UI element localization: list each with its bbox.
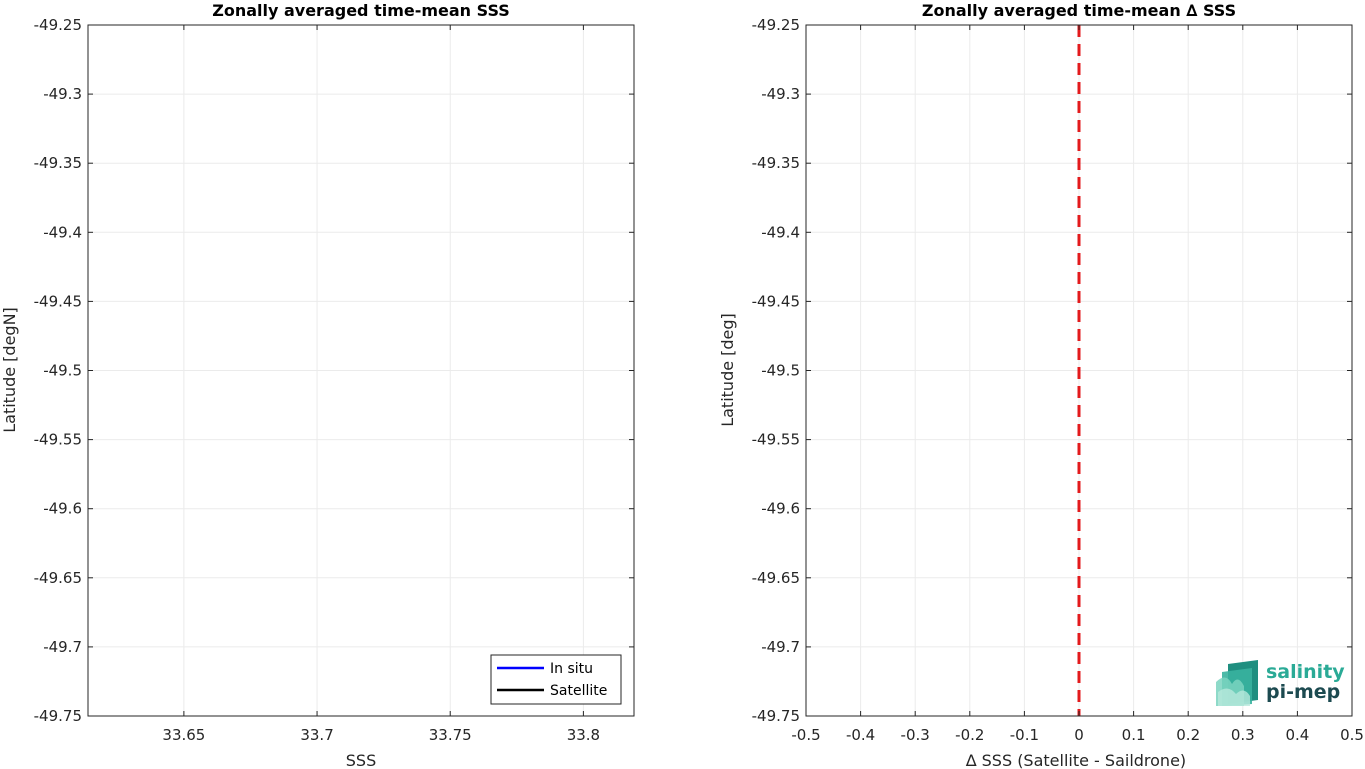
sss-y-ticks: -49.25 -49.3 -49.35 -49.4 -49.45 -49.5 -49.55 -…	[34, 16, 634, 725]
y-tick-label: -49.6	[761, 500, 800, 518]
x-tick-label: 33.7	[300, 726, 333, 744]
y-tick-label: -49.5	[761, 362, 800, 380]
x-tick-label: -0.1	[1010, 726, 1039, 744]
y-tick-label: -49.35	[34, 154, 82, 172]
y-tick-label: -49.4	[761, 223, 800, 241]
legend-label-in-situ: In situ	[550, 661, 593, 677]
sss-x-axis-label: SSS	[346, 751, 376, 769]
y-tick-label: -49.25	[34, 16, 82, 34]
y-tick-label: -49.25	[752, 16, 800, 34]
logo-text-salinity: salinity	[1266, 661, 1345, 683]
y-tick-label: -49.45	[34, 292, 82, 310]
delta-sss-x-axis-label: ∆ SSS (Satellite - Saildrone)	[965, 751, 1186, 769]
legend-label-satellite: Satellite	[550, 683, 607, 699]
x-tick-label: 33.75	[429, 726, 472, 744]
x-tick-label: -0.2	[955, 726, 984, 744]
y-tick-label: -49.75	[34, 707, 82, 725]
x-tick-label: 0	[1074, 726, 1084, 744]
y-tick-label: -49.35	[752, 154, 800, 172]
sss-grid	[88, 24, 634, 717]
y-tick-label: -49.4	[43, 223, 82, 241]
x-tick-label: -0.5	[791, 726, 820, 744]
y-tick-label: -49.6	[43, 500, 82, 518]
delta-sss-y-axis-label: Latitude [deg]	[718, 313, 737, 427]
y-tick-label: -49.3	[43, 85, 82, 103]
sss-chart-title: Zonally averaged time-mean SSS	[212, 1, 510, 20]
legend-box	[490, 654, 622, 705]
sss-panel: 33.65 33.7 33.75 33.8 -49.25-49.3-49.35-49.…	[0, 1, 635, 769]
delta-sss-y-ticks: -49.25 -49.3 -49.35 -49.4 -49.45 -49.5 -49.55 -…	[752, 16, 1352, 725]
sss-x-ticks: 33.65 33.7 33.75 33.8	[162, 25, 600, 744]
x-tick-label: 0.2	[1176, 726, 1200, 744]
logo-text-pi-mep: pi-mep	[1266, 681, 1340, 703]
y-tick-label: -49.45	[752, 292, 800, 310]
y-tick-label: -49.65	[752, 569, 800, 587]
y-tick-label: -49.75	[752, 707, 800, 725]
sss-y-axis-label: Latitude [degN]	[0, 307, 19, 433]
y-tick-label: -49.5	[43, 362, 82, 380]
x-tick-label: 0.3	[1231, 726, 1255, 744]
delta-sss-panel: -0.5 -0.4 -0.3 -0.2 -0.1 0 0.1 0.2 0.3 0.4 0.5 -49…	[718, 1, 1364, 769]
x-tick-label: -0.4	[846, 726, 875, 744]
sss-legend: In situ Satellite	[490, 654, 622, 705]
x-tick-label: 0.4	[1285, 726, 1309, 744]
wave-logo-icon	[1216, 660, 1258, 706]
x-tick-label: 0.1	[1122, 726, 1146, 744]
y-tick-label: -49.7	[761, 638, 800, 656]
x-tick-label: 33.65	[162, 726, 205, 744]
y-tick-label: -49.65	[34, 569, 82, 587]
salinity-pi-mep-logo: salinity pi-mep	[1216, 660, 1345, 706]
x-tick-label: 0.5	[1340, 726, 1364, 744]
y-tick-label: -49.55	[752, 431, 800, 449]
delta-sss-chart-title: Zonally averaged time-mean ∆ SSS	[922, 1, 1236, 20]
y-tick-label: -49.7	[43, 638, 82, 656]
x-tick-label: 33.8	[567, 726, 600, 744]
x-tick-label: -0.3	[901, 726, 930, 744]
y-tick-label: -49.55	[34, 431, 82, 449]
y-tick-label: -49.3	[761, 85, 800, 103]
delta-sss-x-ticks: -0.5 -0.4 -0.3 -0.2 -0.1 0 0.1 0.2 0.3 0.4 0.5	[791, 25, 1364, 744]
